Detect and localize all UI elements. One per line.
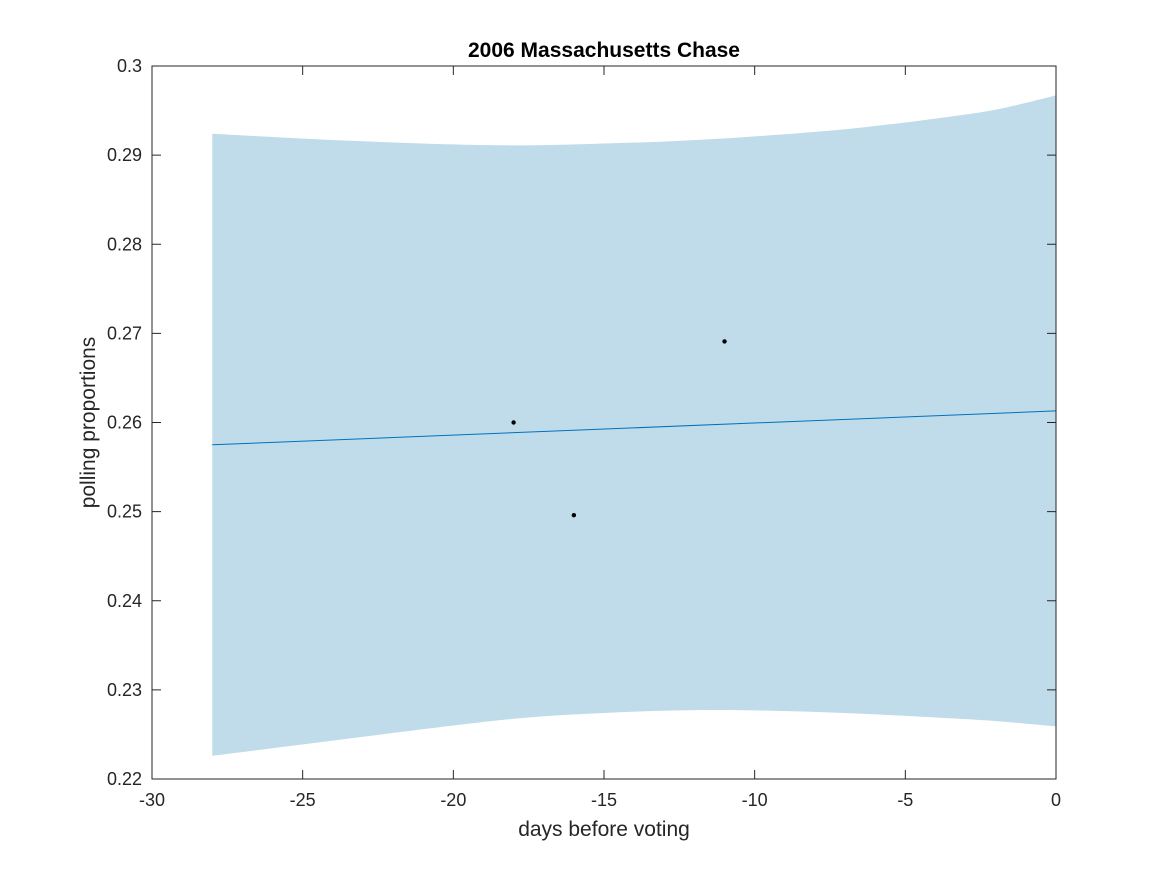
- y-tick-label: 0.3: [117, 56, 142, 76]
- y-tick-label: 0.22: [107, 769, 142, 789]
- y-axis-label: polling proportions: [77, 337, 100, 509]
- y-tick-label: 0.25: [107, 502, 142, 522]
- data-point: [722, 339, 727, 344]
- data-point: [571, 512, 577, 518]
- y-tick-label: 0.26: [107, 413, 142, 433]
- x-tick-label: -15: [591, 790, 617, 810]
- x-axis-label: days before voting: [518, 818, 690, 841]
- x-tick-label: -30: [139, 790, 165, 810]
- chart-title: 2006 Massachusetts Chase: [468, 39, 740, 62]
- y-tick-label: 0.27: [107, 323, 142, 343]
- axis-ticks-layer: -30 -25 -20 -15 -10 -5 0 0.22 0.23 0.24 0.25 0.26 0.…: [107, 56, 1061, 810]
- confidence-band: [212, 95, 1056, 756]
- x-tick-label: -25: [290, 790, 316, 810]
- y-tick-label: 0.28: [107, 234, 142, 254]
- x-tick-label: -5: [897, 790, 913, 810]
- data-point: [511, 420, 516, 425]
- y-tick-label: 0.23: [107, 680, 142, 700]
- x-tick-label: -20: [440, 790, 466, 810]
- data-points-layer: [511, 339, 727, 518]
- y-tick-label: 0.29: [107, 145, 142, 165]
- x-tick-label: -10: [742, 790, 768, 810]
- confidence-band-layer: [212, 95, 1056, 756]
- trend-line: [212, 410, 1057, 446]
- series-layer: [212, 410, 1057, 446]
- y-tick-label: 0.24: [107, 591, 142, 611]
- x-tick-label: 0: [1051, 790, 1061, 810]
